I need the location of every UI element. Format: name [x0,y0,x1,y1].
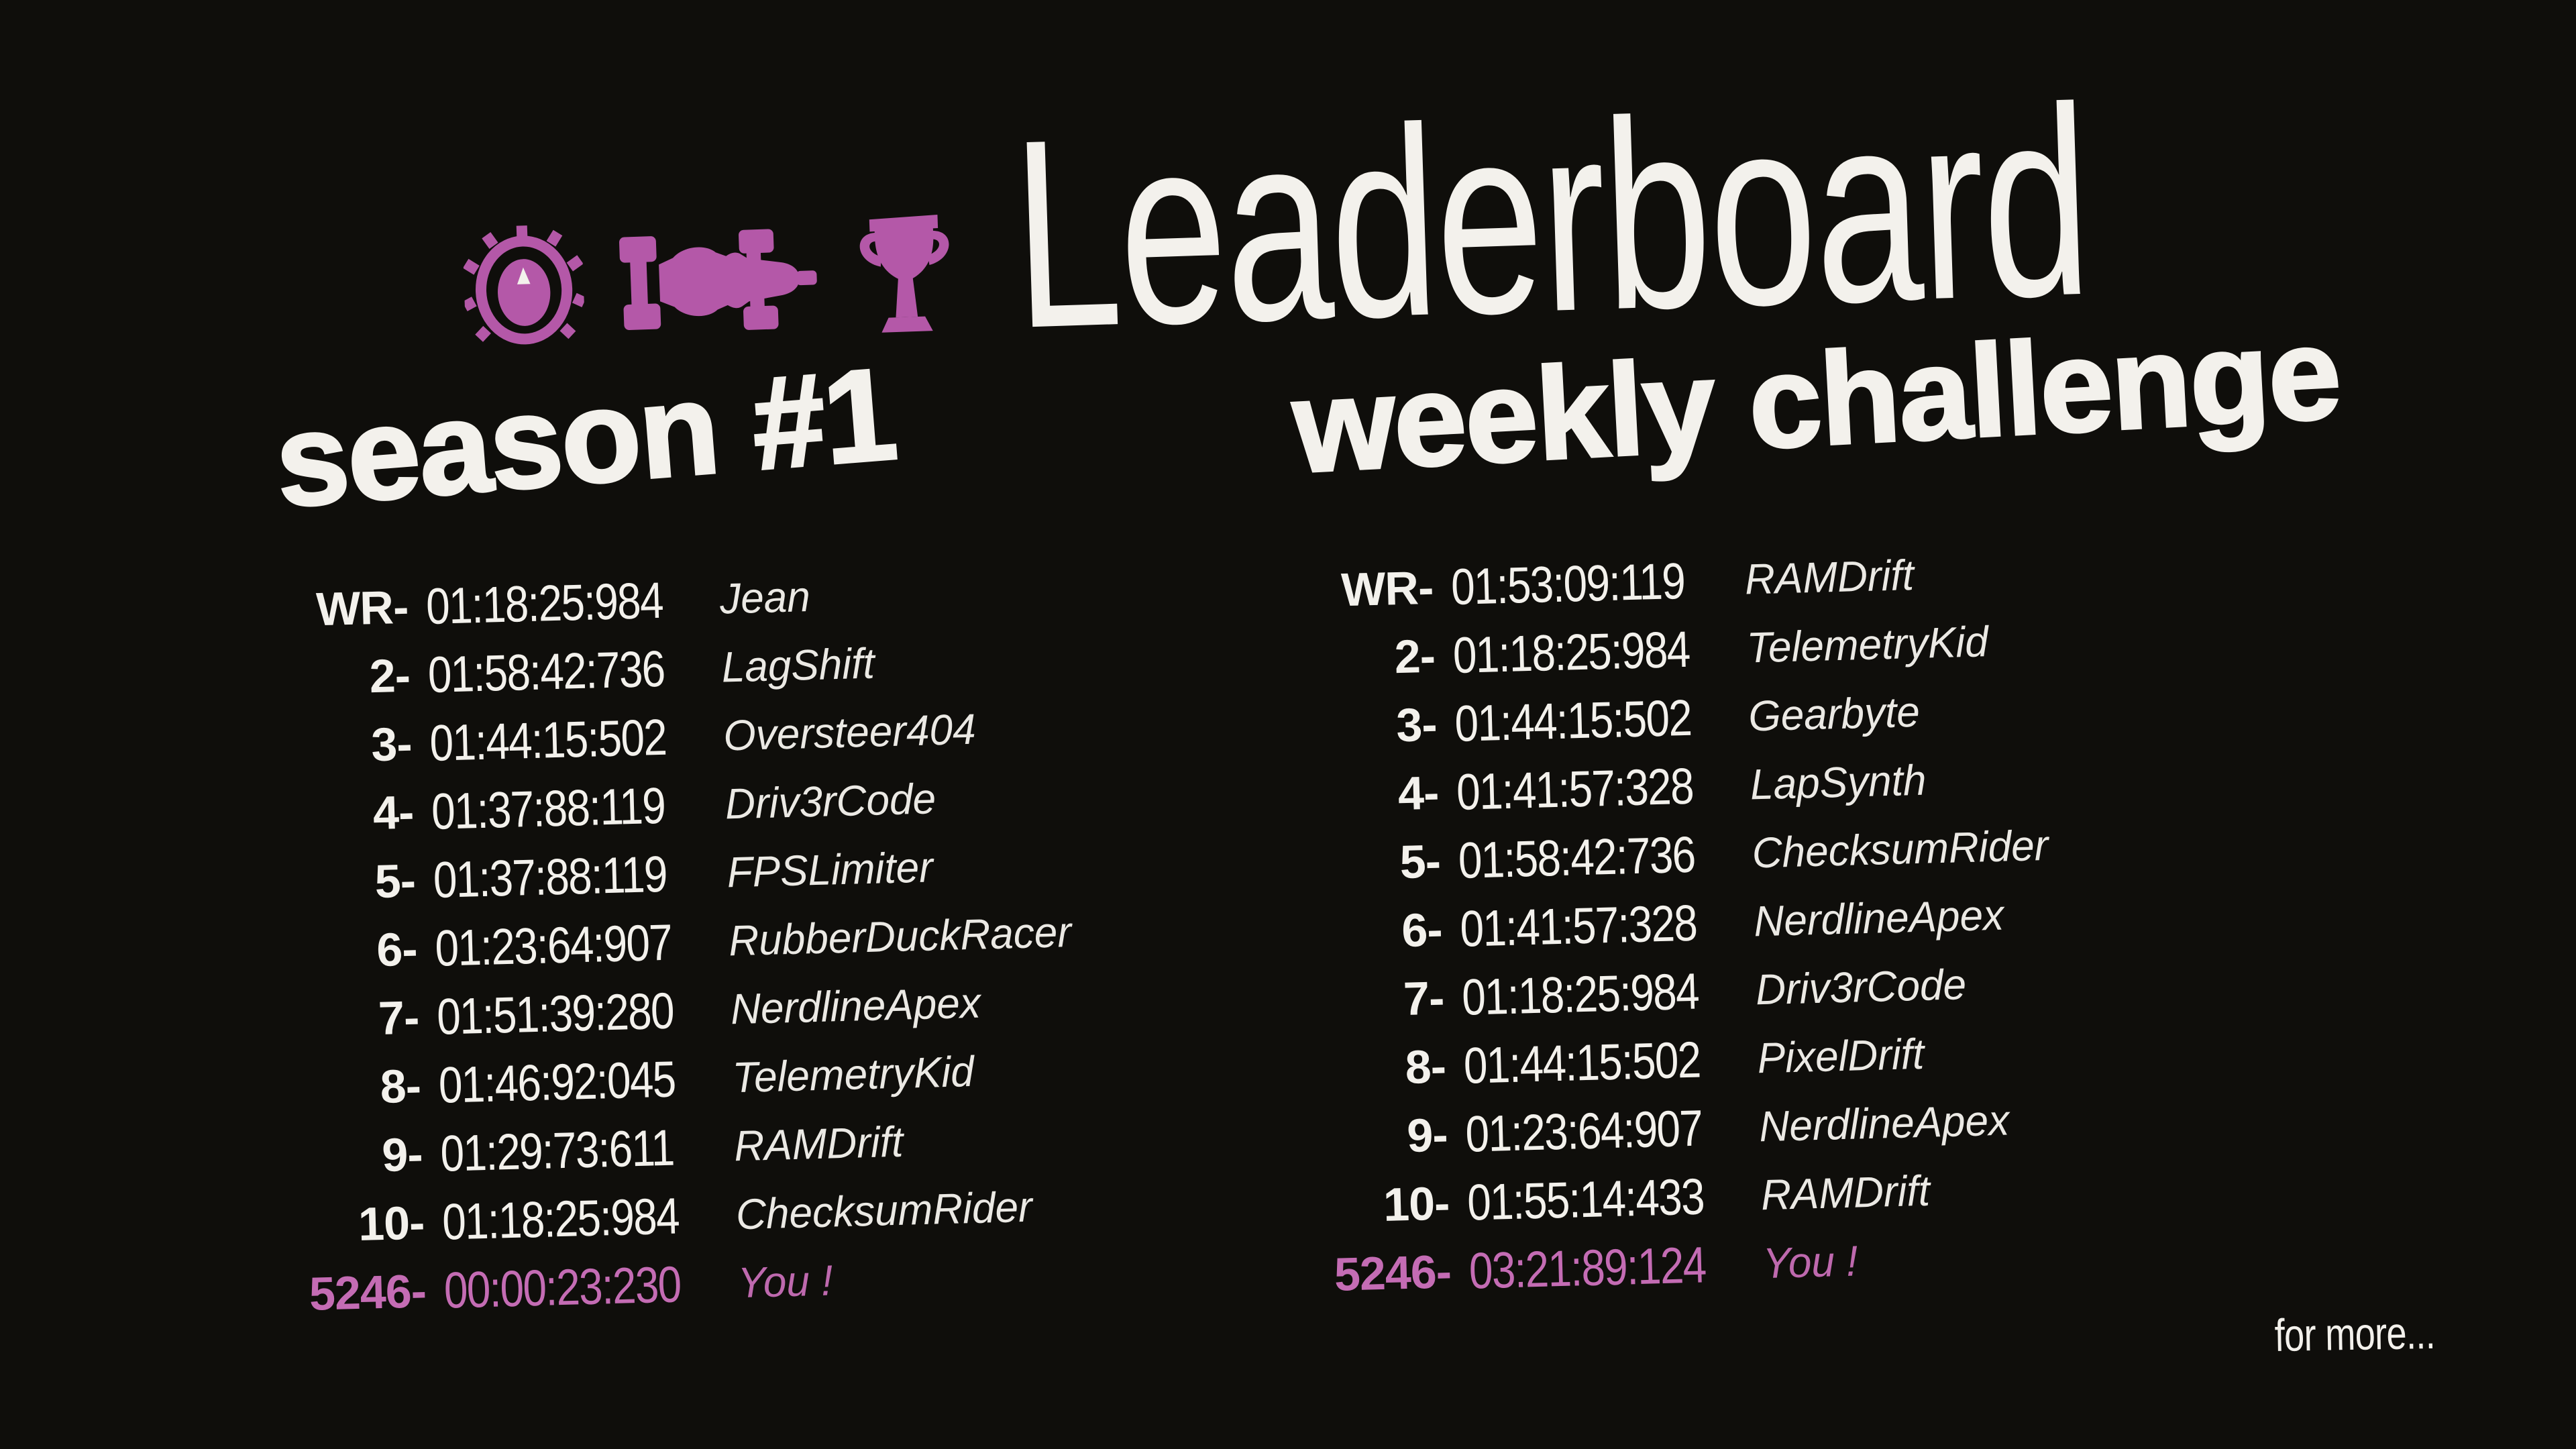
player-name: NerdlineApex [1753,890,2004,946]
player-name: FPSLimiter [726,843,934,897]
lap-time: 01:41:57:328 [1459,894,1698,958]
rank-label: 8- [1404,1040,1446,1094]
header-icons [462,205,970,357]
lap-time: 01:37:88:119 [432,845,667,909]
race-car-icon [604,223,822,338]
player-name: ChecksumRider [1751,820,2049,877]
lap-time: 01:44:15:502 [1462,1031,1701,1095]
lap-time: 01:53:09:119 [1450,552,1686,616]
rank-label: 5246- [308,1265,427,1320]
player-name: TelemetryKid [1746,617,1989,672]
rank-label: 4- [372,786,415,840]
rank-label: 2- [368,649,411,703]
lap-time: 01:44:15:502 [429,708,667,772]
lap-time: 01:55:14:433 [1466,1167,1705,1232]
speedometer-icon [462,221,586,355]
lap-time: 01:18:25:984 [1461,963,1699,1026]
rank-label: 3- [370,717,413,771]
lap-time: 01:41:57:328 [1456,757,1694,821]
player-name: Oversteer404 [722,704,977,760]
rank-label: 6- [1401,903,1443,957]
trophy-icon [841,205,969,343]
lap-time: 01:18:25:984 [425,572,663,635]
player-name: Gearbyte [1748,687,1921,741]
lap-time: 01:58:42:736 [427,640,665,704]
weekly-leaderboard: WR- 01:53:09:119 RAMDrift 2- 01:18:25:984 Te… [1271,537,2069,1310]
player-name: NerdlineApex [1758,1095,2010,1151]
rank-label: 2- [1393,629,1436,684]
for-more-link[interactable]: for more... [2274,1307,2436,1361]
rank-label: 8- [379,1059,421,1114]
player-name: NerdlineApex [730,978,981,1034]
rank-label: 3- [1395,698,1438,752]
lap-time: 01:23:64:907 [1464,1099,1703,1163]
lap-time: 01:29:73:611 [439,1119,675,1183]
rank-label: 7- [1403,971,1445,1026]
player-name: Driv3rCode [1755,960,1967,1014]
player-name: PixelDrift [1756,1029,1925,1083]
season-heading: season #1 [269,339,902,536]
lap-time: 01:18:25:984 [441,1187,680,1251]
lap-time: 01:44:15:502 [1454,689,1693,753]
rank-label: 5- [374,854,416,908]
player-name: You ! [1762,1236,1859,1288]
lap-time: 01:51:39:280 [436,982,674,1046]
rank-label: 10- [1383,1177,1450,1231]
rank-label: 4- [1397,766,1440,820]
rank-label: 10- [358,1196,425,1250]
player-name: LapSynth [1750,755,1927,809]
player-name: RAMDrift [1744,550,1915,604]
player-name: RAMDrift [1760,1166,1931,1220]
player-name: TelemetryKid [731,1046,975,1102]
rank-label: 9- [381,1128,423,1181]
lap-time: 01:37:88:119 [431,777,666,841]
rank-label: WR- [1340,561,1434,616]
rank-label: 5246- [1333,1245,1452,1301]
lap-time: 01:23:64:907 [434,914,673,977]
rank-label: 7- [378,991,420,1045]
player-name: Driv3rCode [724,774,936,828]
player-name: LagShift [720,639,875,692]
rank-label: 9- [1406,1108,1448,1162]
lap-time: 01:18:25:984 [1452,621,1690,684]
lap-time: 00:00:23:230 [443,1255,682,1320]
player-name: ChecksumRider [735,1182,1033,1239]
lap-time: 03:21:89:124 [1468,1236,1707,1300]
lap-time: 01:58:42:736 [1457,826,1696,890]
rank-label: 6- [376,922,418,977]
player-name: RAMDrift [733,1117,904,1171]
player-name: Jean [719,572,811,623]
rank-label: 5- [1399,835,1441,889]
player-name: You ! [737,1256,834,1307]
season-leaderboard: WR- 01:18:25:984 Jean 2- 01:58:42:736 LagShi… [246,555,1091,1330]
lap-time: 01:46:92:045 [437,1051,676,1114]
player-name: RubberDuckRacer [728,907,1072,965]
rank-label: WR- [315,580,409,636]
